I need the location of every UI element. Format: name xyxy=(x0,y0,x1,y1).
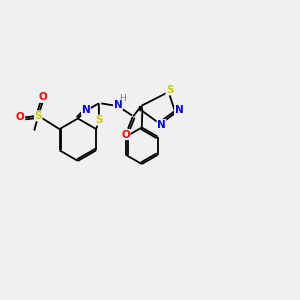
Text: S: S xyxy=(95,115,103,125)
Text: S: S xyxy=(166,85,174,95)
Text: N: N xyxy=(114,100,122,110)
Text: O: O xyxy=(38,92,47,102)
Text: S: S xyxy=(34,111,42,121)
Text: O: O xyxy=(121,130,130,140)
Text: N: N xyxy=(157,120,166,130)
Text: N: N xyxy=(175,105,183,116)
Text: N: N xyxy=(82,105,90,115)
Text: H: H xyxy=(119,94,125,103)
Text: O: O xyxy=(15,112,24,122)
